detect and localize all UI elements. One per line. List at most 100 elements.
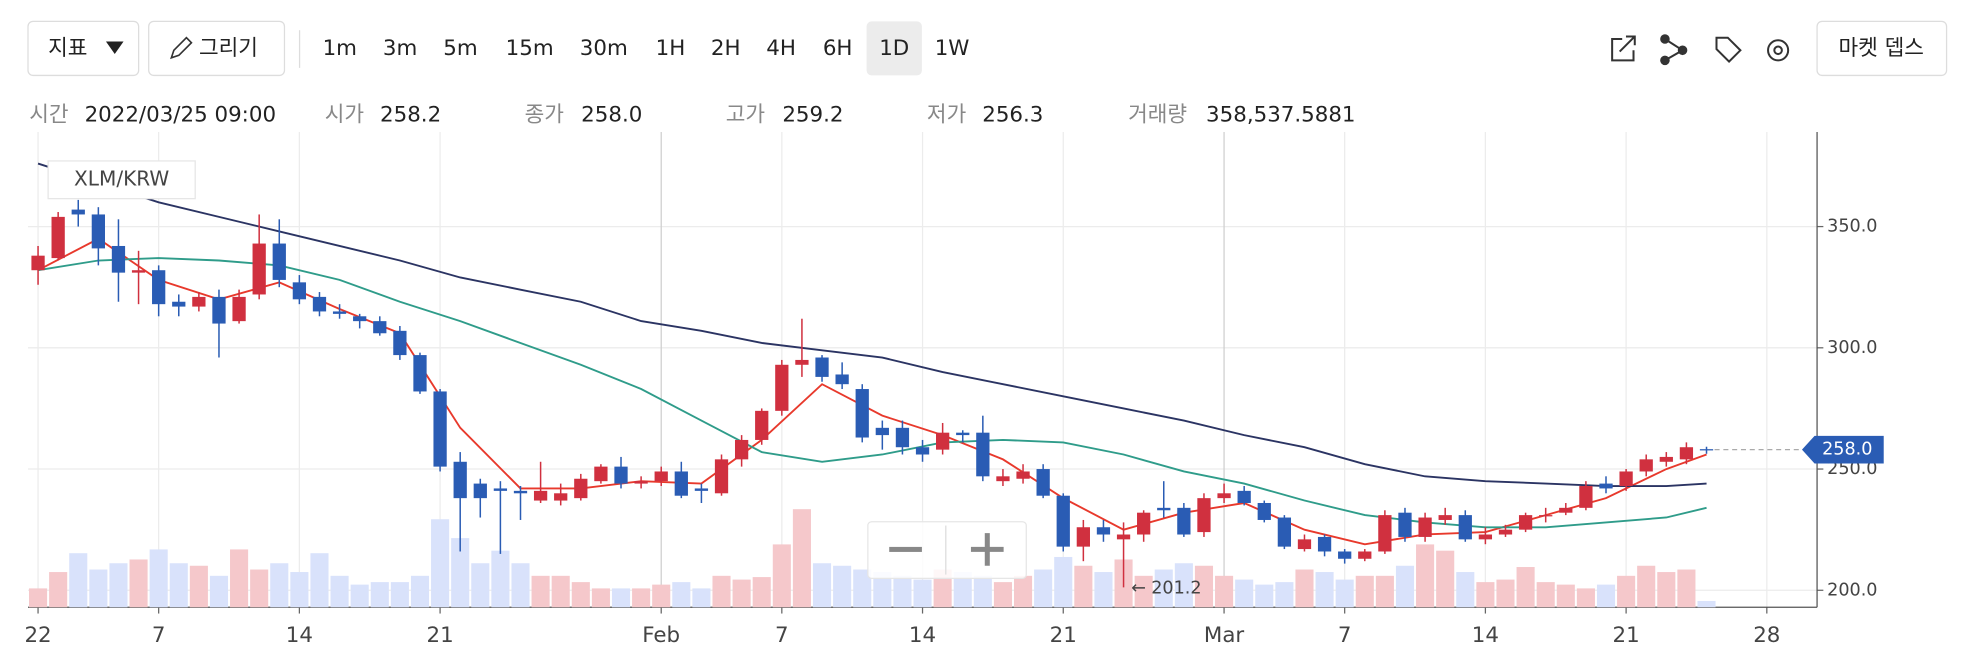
candle-body [393,330,407,356]
volume-bar [1134,575,1153,608]
candle-body [1599,483,1613,489]
last-price-tag [1801,435,1884,464]
volume-bar [129,559,148,608]
candle-body [674,471,688,496]
volume-bar [89,569,108,608]
volume-bar [752,577,771,608]
volume-bar [1034,569,1053,608]
low-label: 201.2 [1151,579,1201,599]
candle-body [91,214,105,249]
plot: 200.0 250.0 300.0 350.0 22 7 14 21 Feb 7 14 21 Mar 7 1… [24,132,1884,648]
candle-body [976,432,990,477]
info-row: 시간 2022/03/25 09:00 시가 258.2 종가 258.0 고가 259.2 저… [29,103,1355,128]
x-tick-label: 21 [426,623,453,648]
volume-bar [611,588,631,608]
volume-bar [1677,569,1696,608]
x-tick-label: 14 [1472,623,1499,648]
candle-body [31,255,45,271]
interval-option[interactable]: 5m [443,36,477,61]
candle-body [1197,498,1211,533]
candle-body [232,296,246,322]
x-tick-label: 22 [24,623,51,648]
indicator-button[interactable] [27,20,140,77]
x-tick-label: Mar [1204,623,1245,648]
moving-average [37,162,1707,487]
interval-option[interactable]: 1D [879,36,909,61]
info-value: 358,537.5881 [1206,103,1355,128]
popout-icon[interactable] [1611,35,1636,62]
interval-option[interactable]: 1m [323,36,357,61]
volume-bar [712,575,731,608]
interval-option[interactable]: 1H [656,36,686,61]
candle-body [373,321,387,334]
candle-body [1076,527,1090,547]
candle-body [915,447,930,455]
symbol-label: XLM/KRW [74,166,169,190]
interval-option[interactable]: 1W [935,36,970,61]
volume-bar [511,563,530,608]
settings-center [1773,45,1783,56]
volume-bar [350,584,369,608]
volume-bar [250,569,269,608]
moving-average [37,237,1707,546]
y-tick-label: 350.0 [1827,217,1877,237]
market-depth-button[interactable] [1816,20,1948,77]
x-tick-label: 28 [1753,623,1780,648]
zoom-out[interactable] [889,546,922,552]
candle-body [473,483,487,499]
candle-body [131,270,146,273]
candle-body [1096,527,1111,535]
volume-bar [973,575,992,608]
candle-body [956,432,970,436]
volume-bar [692,588,711,608]
candle-body [1297,539,1312,550]
candle-body [1016,471,1030,479]
info-value: 259.2 [782,103,843,128]
interval-option[interactable]: 4H [766,36,796,61]
candle-body [1458,515,1472,540]
volume-bar [732,579,751,608]
interval-option[interactable]: 6H [823,36,853,61]
share-dot [1677,45,1688,56]
volume-bar [1014,575,1033,608]
volume-bar [49,572,68,608]
candle-body [895,427,910,448]
info-label: 저가 [927,103,966,128]
volume-bar [390,582,409,608]
volume-bar [1596,584,1616,608]
candle-body [714,459,729,494]
interval-option[interactable]: 2H [711,36,741,61]
info-label: 고가 [726,103,765,128]
volume-bar [873,572,892,608]
volume-bar [169,563,188,608]
volume-bar [109,563,128,608]
candle-body [413,355,427,392]
settings-icon[interactable] [1767,39,1790,62]
y-tick-label: 300.0 [1827,338,1877,358]
candle-body [694,488,709,491]
draw-button[interactable] [148,20,286,77]
volume-bar [1576,588,1595,608]
volume-bar [370,582,389,608]
volume-bar [672,582,691,608]
candle-body [1498,529,1513,535]
candle-body [353,316,367,322]
candle-body [1217,493,1231,499]
candle-body [1559,507,1573,513]
candle-body [1056,495,1070,547]
volume-bar [1395,565,1415,608]
tag-icon[interactable] [1715,36,1742,64]
share-dot [1660,55,1670,66]
candle-body [1378,515,1392,552]
x-tick-label: 7 [152,623,166,648]
interval-option[interactable]: 3m [383,36,417,61]
volume-bar [812,563,832,608]
draw-label: 그리기 [199,36,258,61]
volume-bar [1275,582,1294,608]
interval-option[interactable]: 30m [580,36,628,61]
interval-option[interactable]: 15m [506,36,554,61]
candle-body [875,427,889,436]
zoom-in[interactable] [970,533,1004,566]
candle-body [1478,534,1493,540]
volume-bar [1516,567,1535,608]
